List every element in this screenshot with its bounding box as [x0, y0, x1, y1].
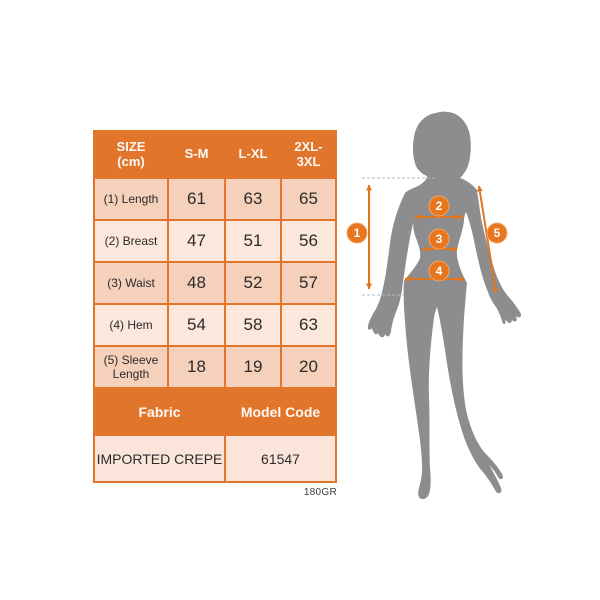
- value-waist-lxl: 52: [226, 263, 280, 303]
- value-hem-lxl: 58: [226, 305, 280, 345]
- badge-circle: [428, 260, 450, 282]
- row-label-breast: (2) Breast: [95, 221, 167, 261]
- measure-badge-2: 2: [428, 195, 450, 217]
- header-cell-sm: S-M: [169, 132, 224, 177]
- badge-number: 2: [436, 199, 443, 213]
- value-sleeve-lxl: 19: [226, 347, 280, 387]
- badge-number: 1: [354, 226, 361, 240]
- footer-value-fabric: IMPORTED CREPE: [95, 436, 224, 481]
- value-breast-lxl: 51: [226, 221, 280, 261]
- value-waist-sm: 48: [169, 263, 224, 303]
- badge-circle: [346, 222, 368, 244]
- value-waist-2xl3xl: 57: [282, 263, 335, 303]
- badge-circle: [428, 195, 450, 217]
- value-sleeve-sm: 18: [169, 347, 224, 387]
- measure-badge-1: 1: [346, 222, 368, 244]
- header-cell-lxl: L-XL: [226, 132, 280, 177]
- value-length-2xl3xl: 65: [282, 179, 335, 219]
- measure-badge-3: 3: [428, 228, 450, 250]
- row-label-waist: (3) Waist: [95, 263, 167, 303]
- row-label-hem: (4) Hem: [95, 305, 167, 345]
- size-chart-table: SIZE (cm) S-M L-XL 2XL- 3XL (1) Length 6…: [93, 130, 337, 483]
- value-length-sm: 61: [169, 179, 224, 219]
- row-label-sleeve-length: (5) Sleeve Length: [95, 347, 167, 387]
- value-length-lxl: 63: [226, 179, 280, 219]
- value-hem-sm: 54: [169, 305, 224, 345]
- value-breast-2xl3xl: 56: [282, 221, 335, 261]
- badge-number: 5: [494, 226, 501, 240]
- footer-value-model-code: 61547: [226, 436, 335, 481]
- row-label-length: (1) Length: [95, 179, 167, 219]
- measurement-figure-svg: 1 2 3 4 5: [346, 111, 522, 500]
- fabric-weight-note: 180GR: [303, 487, 337, 498]
- badge-circle: [486, 222, 508, 244]
- measurement-figure: 1 2 3 4 5: [340, 90, 540, 510]
- badge-number: 4: [436, 264, 443, 278]
- header-cell-2xl3xl: 2XL- 3XL: [282, 132, 335, 177]
- value-sleeve-2xl3xl: 20: [282, 347, 335, 387]
- header-cell-size-cm: SIZE (cm): [95, 132, 167, 177]
- footer-header-fabric: Fabric: [95, 389, 224, 434]
- badge-number: 3: [436, 232, 443, 246]
- value-hem-2xl3xl: 63: [282, 305, 335, 345]
- measure-badge-4: 4: [428, 260, 450, 282]
- measure-badge-5: 5: [486, 222, 508, 244]
- female-silhouette-graphic: [367, 111, 522, 500]
- sleeve-arrow: [476, 185, 499, 294]
- badge-circle: [428, 228, 450, 250]
- value-breast-sm: 47: [169, 221, 224, 261]
- footer-header-model-code: Model Code: [226, 389, 335, 434]
